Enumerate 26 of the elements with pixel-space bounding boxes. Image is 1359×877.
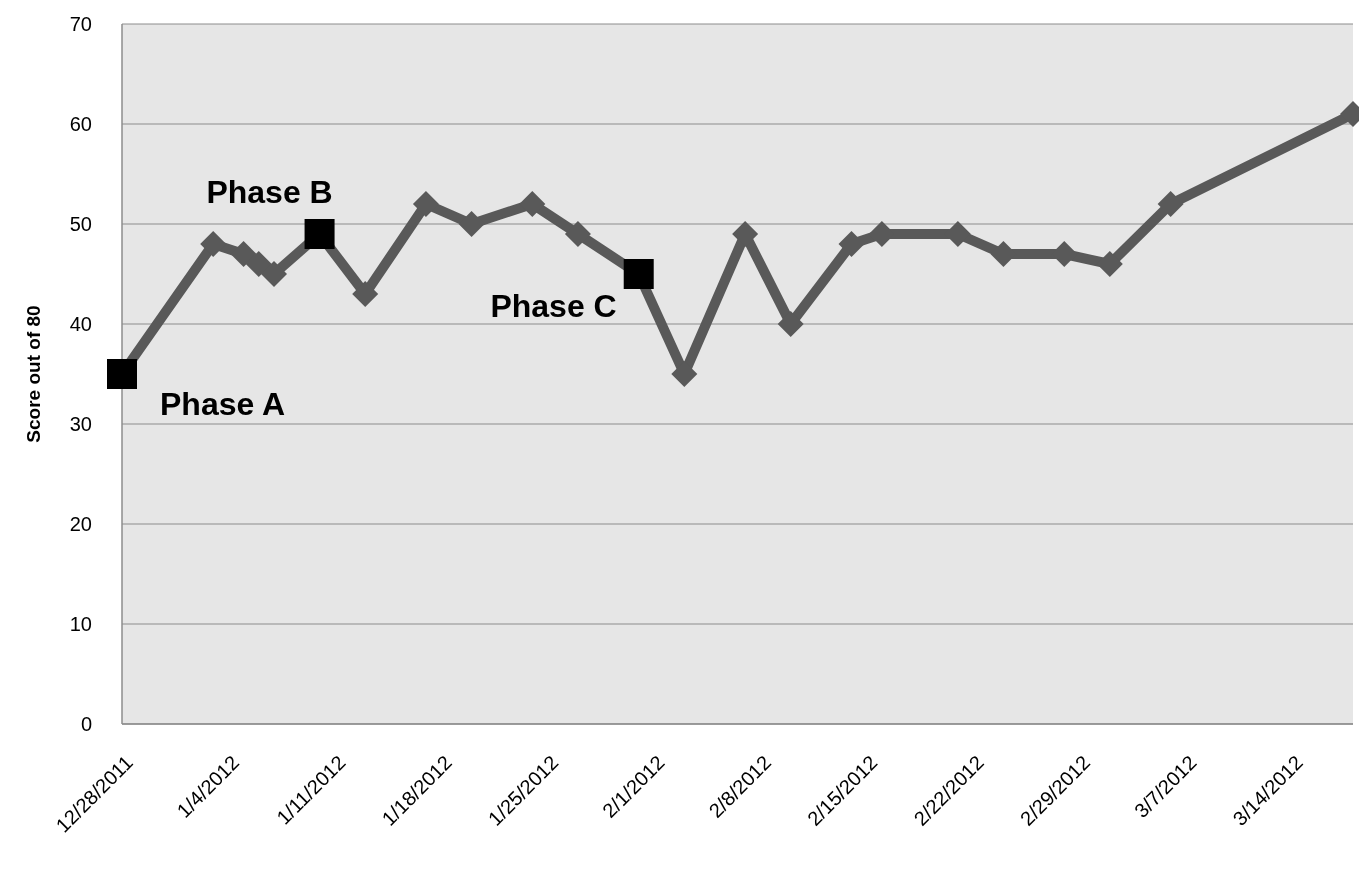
point (1157, 191, 1184, 217)
y-tick-label: 40 (69, 313, 92, 335)
y-tick-label: 50 (69, 213, 92, 235)
annotation: Phase C (490, 288, 617, 325)
y-tick-label: 10 (69, 613, 92, 635)
annotation: Phase A (160, 386, 286, 423)
point (200, 231, 227, 257)
point (564, 221, 591, 247)
point (458, 211, 485, 237)
y-tick-label: 60 (69, 113, 92, 135)
point (732, 221, 759, 247)
point (412, 191, 439, 217)
point (838, 231, 865, 257)
y-tick-label: 30 (69, 413, 92, 435)
point (777, 311, 804, 337)
point (230, 241, 257, 267)
y-tick-label: 0 (80, 713, 92, 735)
point (671, 361, 698, 387)
y-tick-label: 20 (69, 513, 92, 535)
y-axis-title: Score out of 80 (23, 305, 44, 443)
point (245, 251, 272, 277)
point (352, 281, 379, 307)
annotation: Phase B (206, 174, 333, 211)
y-tick-label: 70 (69, 13, 92, 35)
point (519, 191, 546, 217)
point (260, 261, 287, 287)
